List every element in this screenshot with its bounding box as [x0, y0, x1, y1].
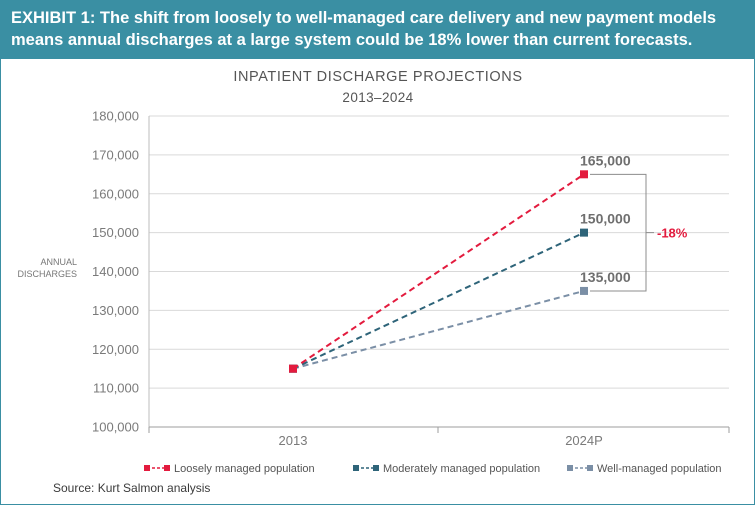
annotation-layer: -18% — [590, 173, 688, 292]
data-point — [580, 170, 588, 179]
y-axis-label-line: DISCHARGES — [17, 269, 77, 279]
exhibit-headline: EXHIBIT 1: The shift from loosely to wel… — [11, 9, 717, 49]
percent-change-label: -18% — [657, 226, 688, 241]
y-axis-label: ANNUAL DISCHARGES — [17, 257, 77, 279]
series-loosely: 165,000 — [289, 152, 631, 373]
series-line — [292, 173, 585, 370]
legend-swatch-marker — [567, 465, 573, 471]
axes: 2013 2024P — [148, 116, 730, 448]
y-tick-label: 150,000 — [92, 225, 139, 240]
y-tick-label: 100,000 — [92, 420, 139, 435]
source-note: Source: Kurt Salmon analysis — [53, 481, 211, 495]
data-label: 135,000 — [580, 269, 631, 285]
legend-item: Loosely managed population — [144, 463, 315, 475]
series-line — [292, 289, 585, 370]
y-tick-label: 120,000 — [92, 342, 139, 357]
legend-swatch-marker — [353, 465, 359, 471]
series-well: 135,000 — [289, 269, 631, 373]
y-axis-label-line: ANNUAL — [40, 257, 77, 267]
legend-swatch-marker — [373, 465, 379, 471]
x-tick-label: 2013 — [279, 433, 308, 448]
y-tick-label: 130,000 — [92, 303, 139, 318]
y-tick-label: 140,000 — [92, 264, 139, 279]
y-tick-label: 160,000 — [92, 186, 139, 201]
series-moderately: 150,000 — [289, 211, 631, 373]
series-line — [292, 231, 585, 370]
legend-label: Moderately managed population — [383, 463, 540, 475]
data-label: 165,000 — [580, 152, 631, 168]
legend-swatch-marker — [164, 465, 170, 471]
legend-label: Well-managed population — [597, 463, 722, 475]
series-layer: 135,000 150,000 165,000 — [289, 152, 631, 373]
y-tick-label: 110,000 — [93, 381, 139, 396]
data-point — [289, 364, 297, 373]
chart-title: INPATIENT DISCHARGE PROJECTIONS — [233, 69, 522, 85]
exhibit-header: EXHIBIT 1: The shift from loosely to wel… — [1, 1, 754, 59]
data-point — [580, 228, 588, 237]
data-label: 150,000 — [580, 211, 631, 227]
legend-swatch-marker — [587, 465, 593, 471]
chart-subtitle: 2013–2024 — [342, 90, 413, 105]
gridlines: 100,000 110,000 120,000 130,000 140,000 150,0… — [92, 109, 729, 435]
x-tick-label: 2024P — [565, 433, 603, 448]
legend: Loosely managed population Moderately man… — [144, 463, 722, 475]
data-point — [580, 286, 588, 295]
legend-item: Moderately managed population — [353, 463, 540, 475]
y-tick-label: 180,000 — [92, 109, 139, 124]
legend-swatch-marker — [144, 465, 150, 471]
legend-item: Well-managed population — [567, 463, 722, 475]
legend-label: Loosely managed population — [174, 463, 315, 475]
y-tick-label: 170,000 — [92, 147, 139, 162]
